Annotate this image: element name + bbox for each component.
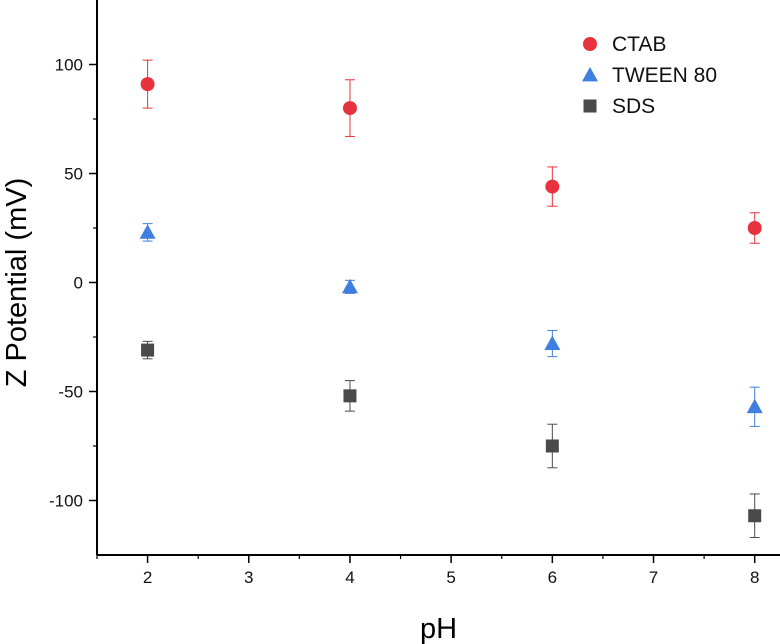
x-tick-label: 7 xyxy=(649,568,658,587)
sds-point xyxy=(748,509,762,523)
legend-ctab-marker xyxy=(583,37,597,51)
axes xyxy=(96,0,780,556)
ctab-point xyxy=(747,221,762,235)
legend-tween-80-label: TWEEN 80 xyxy=(612,64,717,87)
ctab-point xyxy=(140,77,155,92)
legend-ctab-label: CTAB xyxy=(612,33,666,56)
y-tick-label: 50 xyxy=(64,165,83,184)
sds-point xyxy=(141,343,155,357)
tween-80-point xyxy=(341,278,358,294)
sds-point xyxy=(545,439,559,453)
ticks: 2 3 4 5 6 7 8 -100 -50 0 50 100 xyxy=(49,56,759,588)
legend-tween-80-marker xyxy=(582,67,598,82)
sds-point xyxy=(343,389,357,403)
x-tick-label: 3 xyxy=(244,568,253,587)
tween-80-point xyxy=(746,398,763,414)
x-tick-label: 8 xyxy=(750,568,759,587)
y-axis-title: Z Potential (mV) xyxy=(1,178,33,388)
y-tick-label: 0 xyxy=(74,274,83,293)
x-tick-label: 2 xyxy=(143,568,152,587)
legend-sds-label: SDS xyxy=(612,95,655,118)
x-axis-title: pH xyxy=(420,613,457,644)
x-tick-label: 4 xyxy=(345,568,354,587)
legend-sds-marker xyxy=(583,99,597,113)
legend: CTAB TWEEN 80 SDS xyxy=(582,33,717,118)
x-tick-label: 6 xyxy=(548,568,557,587)
data-marks xyxy=(139,59,763,539)
y-tick-label: 100 xyxy=(55,56,83,75)
tween-80-point xyxy=(139,224,156,239)
ctab-point xyxy=(545,179,560,194)
x-tick-label: 5 xyxy=(446,568,455,587)
y-tick-label: -100 xyxy=(49,492,83,511)
tween-80-point xyxy=(544,335,561,350)
ctab-point xyxy=(342,101,357,116)
y-tick-label: -50 xyxy=(58,383,83,402)
